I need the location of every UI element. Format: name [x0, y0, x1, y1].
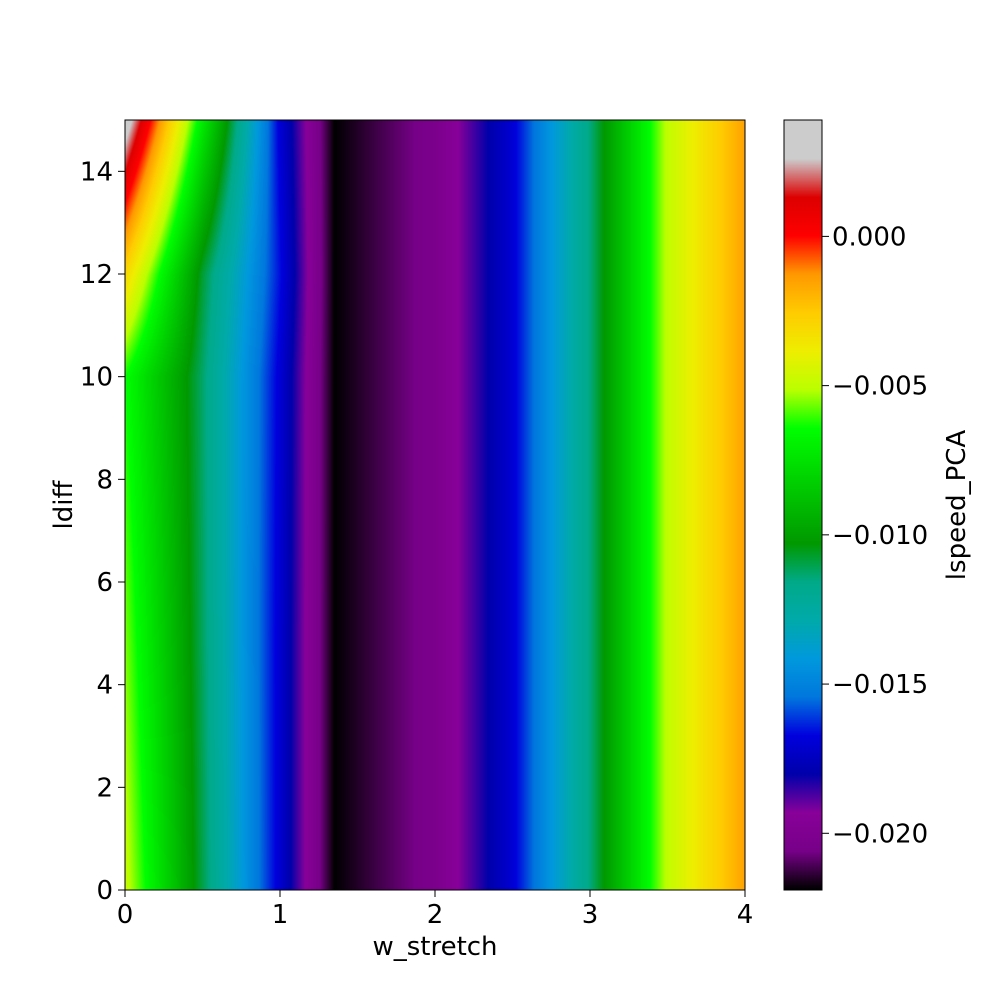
- colorbar-tick-label: −0.015: [832, 670, 928, 700]
- y-tick-label: 4: [96, 671, 113, 701]
- y-tick-label: 2: [96, 773, 113, 803]
- y-tick-label: 14: [80, 157, 113, 187]
- colorbar-tick-label: −0.005: [832, 372, 928, 402]
- colorbar-ticks: 0.000 −0.005 −0.010 −0.015 −0.020: [822, 222, 928, 849]
- colorbar-tick-label: −0.010: [832, 521, 928, 551]
- heatmap-plot-area: [125, 120, 745, 890]
- colorbar-label: lspeed_PCA: [942, 430, 972, 581]
- y-tick-label: 12: [80, 260, 113, 290]
- y-tick-label: 0: [96, 876, 113, 906]
- colorbar: [784, 120, 822, 890]
- y-axis-label: ldiff: [49, 479, 79, 529]
- colorbar-tick-label: 0.000: [832, 222, 906, 252]
- y-axis-ticks: 0 2 4 6 8 10 12 14: [80, 157, 125, 906]
- x-tick-label: 2: [427, 900, 444, 930]
- x-tick-label: 1: [272, 900, 289, 930]
- colorbar-gradient: [784, 120, 822, 890]
- x-tick-label: 0: [117, 900, 134, 930]
- y-tick-label: 10: [80, 363, 113, 393]
- x-axis-label: w_stretch: [372, 932, 497, 962]
- colorbar-tick-label: −0.020: [832, 819, 928, 849]
- y-tick-label: 6: [96, 568, 113, 598]
- y-tick-label: 8: [96, 465, 113, 495]
- x-tick-label: 3: [582, 900, 599, 930]
- x-axis-ticks: 0 1 2 3 4: [117, 890, 754, 930]
- heatmap-surface: [125, 120, 745, 890]
- x-tick-label: 4: [737, 900, 754, 930]
